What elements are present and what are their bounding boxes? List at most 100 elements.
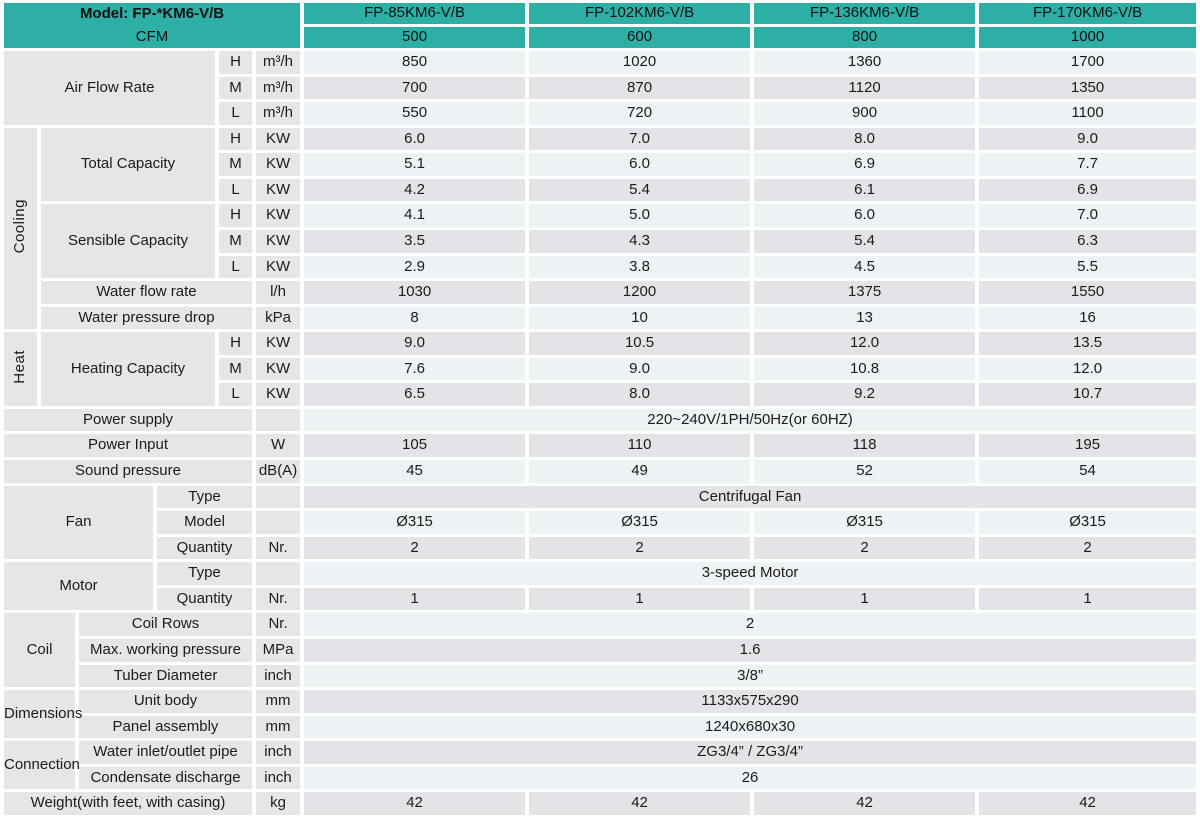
coil-pressure-label: Max. working pressure: [79, 638, 252, 662]
table-row: Fan Type Centrifugal Fan: [4, 485, 1197, 560]
condensate-label: Condensate discharge: [79, 766, 252, 790]
power-supply-value: 220~240V/1PH/50Hz(or 60HZ): [304, 408, 1197, 432]
cell-value: 720: [529, 102, 751, 125]
unit-label: KW: [256, 204, 301, 227]
unit-label: m³/h: [256, 102, 301, 125]
cell-value: 10.5: [529, 332, 751, 355]
table-row: Quantity Nr. 1 1 1 1: [4, 587, 1197, 611]
pressure-drop-label: Water pressure drop: [41, 306, 252, 330]
cell-value: 4.1: [304, 204, 526, 227]
unit-label: KW: [256, 127, 301, 151]
cell-value: 8.0: [754, 127, 976, 151]
table-row: Connection Water inlet/outlet pipe inch …: [4, 741, 1197, 790]
table-row: L m³/h 550 720 900 1100: [4, 102, 1197, 125]
cell-value: 7.7: [979, 153, 1197, 176]
unit-label: kg: [256, 792, 301, 815]
unit-label: inch: [256, 741, 301, 764]
table-row: L KW 4.2 5.4 6.1 6.9: [4, 178, 1197, 202]
unit-label: W: [256, 434, 301, 457]
connection-section-label: Connection: [4, 741, 80, 790]
cell-value: 54: [979, 460, 1197, 483]
table-row: Power supply 220~240V/1PH/50Hz(or 60HZ): [4, 408, 1197, 432]
unit-label: m³/h: [256, 76, 301, 100]
cell-value: 6.9: [979, 178, 1197, 202]
cell-value: 4.3: [529, 229, 751, 253]
unit-label: KW: [256, 357, 301, 381]
unit-label: MPa: [256, 638, 301, 662]
speed-label: L: [219, 255, 252, 279]
table-row: Quantity Nr. 2 2 2 2: [4, 536, 1197, 560]
table-row: Dimensions Unit body mm 1133x575x290: [4, 690, 1197, 739]
cell-value: 9.2: [754, 383, 976, 406]
cell-value: 5.4: [529, 178, 751, 202]
cell-value: 1120: [754, 76, 976, 100]
cell-value: 7.0: [979, 204, 1197, 227]
table-row: M m³/h 700 870 1120 1350: [4, 76, 1197, 100]
unit-label: Nr.: [256, 587, 301, 611]
cell-value: 900: [754, 102, 976, 125]
total-capacity-label: Total Capacity: [41, 127, 215, 202]
coil-rows-label: Coil Rows: [79, 613, 252, 636]
coil-pressure-value: 1.6: [304, 638, 1197, 662]
unit-body-value: 1133x575x290: [304, 690, 1197, 713]
unit-label: l/h: [256, 281, 301, 304]
cell-value: 1200: [529, 281, 751, 304]
cell-value: 8: [304, 306, 526, 330]
coil-tube-label: Tuber Diameter: [79, 664, 252, 688]
unit-label: dB(A): [256, 460, 301, 483]
cell-value: Ø315: [754, 511, 976, 534]
cell-value: 5.4: [754, 229, 976, 253]
power-supply-label: Power supply: [4, 408, 252, 432]
cell-value: 5.5: [979, 255, 1197, 279]
cell-value: 110: [529, 434, 751, 457]
cell-value: 1100: [979, 102, 1197, 125]
cell-value: 6.5: [304, 383, 526, 406]
table-row: Cooling Total Capacity H KW 6.0 7.0 8.0 …: [4, 127, 1197, 330]
cell-value: 2.9: [304, 255, 526, 279]
cell-value: 9.0: [304, 332, 526, 355]
coil-section-label: Coil: [4, 613, 75, 688]
cell-value: 5.0: [529, 204, 751, 227]
cell-value: 9.0: [529, 357, 751, 381]
cell-value: 1700: [979, 51, 1197, 74]
cell-value: 700: [304, 76, 526, 100]
heat-vertical-text: Heat: [11, 349, 29, 384]
cell-value: 10: [529, 306, 751, 330]
cell-value: 2: [754, 536, 976, 560]
table-row: Heat Heating Capacity H KW 9.0 10.5 12.0…: [4, 332, 1197, 406]
motor-type-label: Type: [157, 562, 252, 585]
water-flow-label: Water flow rate: [41, 281, 252, 304]
table-row: Motor Type 3-speed Motor: [4, 562, 1197, 611]
motor-quantity-label: Quantity: [157, 587, 252, 611]
unit-label: mm: [256, 690, 301, 713]
cell-value: 52: [754, 460, 976, 483]
coil-rows-value: 2: [304, 613, 1197, 636]
cell-value: 3.5: [304, 229, 526, 253]
cell-value: 3.8: [529, 255, 751, 279]
cell-value: 1: [304, 587, 526, 611]
column-header: FP-170KM6-V/B: [979, 3, 1197, 24]
cell-value: 13: [754, 306, 976, 330]
unit-label: KW: [256, 229, 301, 253]
unit-label: KW: [256, 178, 301, 202]
unit-body-label: Unit body: [79, 690, 252, 713]
speed-label: M: [219, 153, 252, 176]
unit-label: Nr.: [256, 613, 301, 636]
speed-label: M: [219, 357, 252, 381]
unit-label: KW: [256, 255, 301, 279]
cell-value: Ø315: [529, 511, 751, 534]
unit-label: KW: [256, 153, 301, 176]
cooling-section-label: Cooling: [4, 127, 37, 330]
cell-value: 1360: [754, 51, 976, 74]
speed-label: L: [219, 383, 252, 406]
cell-value: 6.1: [754, 178, 976, 202]
cell-value: 49: [529, 460, 751, 483]
cell-value: 4.2: [304, 178, 526, 202]
column-header: FP-85KM6-V/B: [304, 3, 526, 24]
table-row: Tuber Diameter inch 3/8”: [4, 664, 1197, 688]
heat-section-label: Heat: [4, 332, 37, 406]
cell-value: 42: [304, 792, 526, 815]
table-row: Air Flow Rate H m³/h 850 1020 1360 1700: [4, 51, 1197, 125]
panel-assembly-label: Panel assembly: [79, 715, 252, 739]
cell-value: 550: [304, 102, 526, 125]
